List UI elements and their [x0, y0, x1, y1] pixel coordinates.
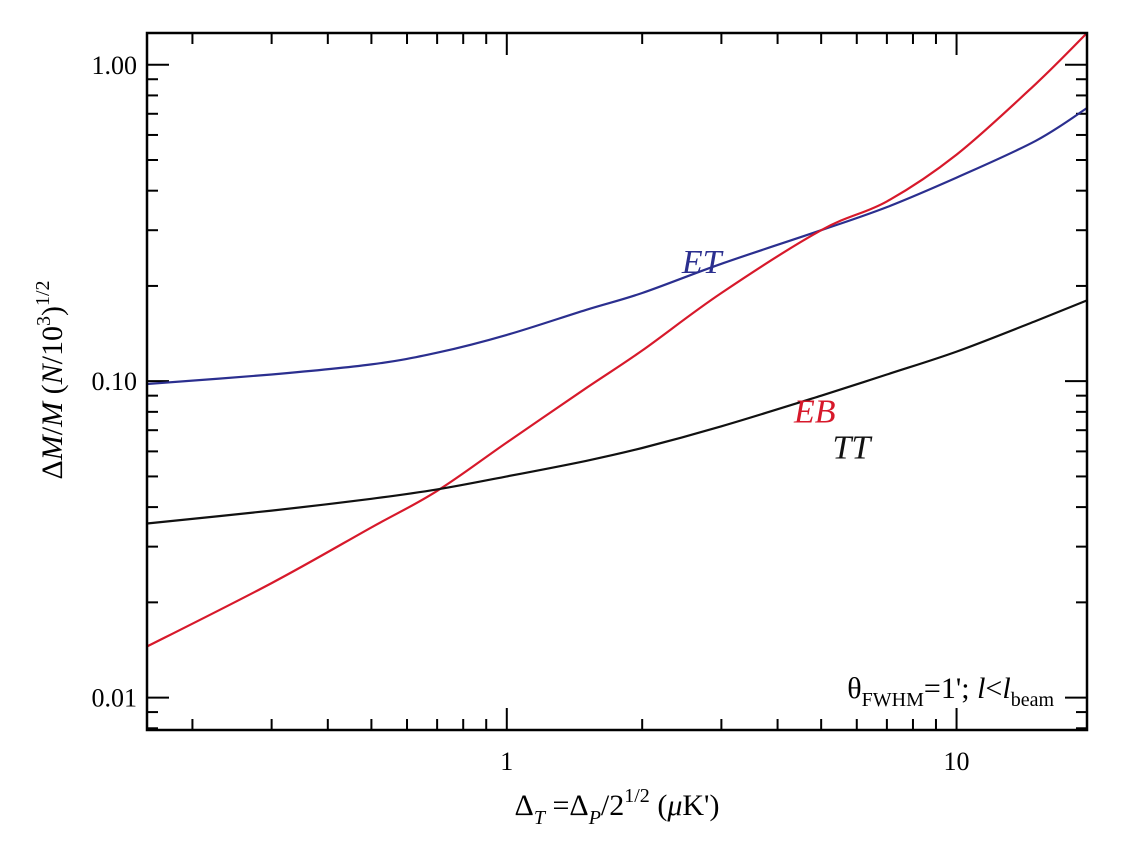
x-tick-label: 1: [500, 747, 513, 776]
plot-frame: [145, 31, 1089, 732]
series-label-et: ET: [681, 244, 724, 281]
curves: [146, 32, 1088, 648]
series-label-eb: EB: [793, 394, 836, 431]
x-axis-title: ΔT =ΔP/21/2 (μK'): [515, 785, 720, 829]
series-label-tt: TT: [833, 429, 873, 466]
tick-labels: 1 10 0.01 0.10 1.00: [92, 51, 970, 776]
y-axis-title: ΔM/M (N/103)1/2: [32, 280, 69, 479]
y-tick-label: 0.10: [92, 367, 138, 396]
axis-ticks: [147, 33, 1087, 730]
y-tick-label: 0.01: [92, 684, 138, 713]
beam-annotation: θFWHM=1'; l<lbeam: [847, 672, 1054, 711]
y-tick-label: 1.00: [92, 51, 138, 80]
series-line-eb: [146, 32, 1088, 648]
x-tick-label: 10: [944, 747, 970, 776]
series-line-et: [146, 107, 1088, 386]
series-line-tt: [146, 299, 1088, 525]
